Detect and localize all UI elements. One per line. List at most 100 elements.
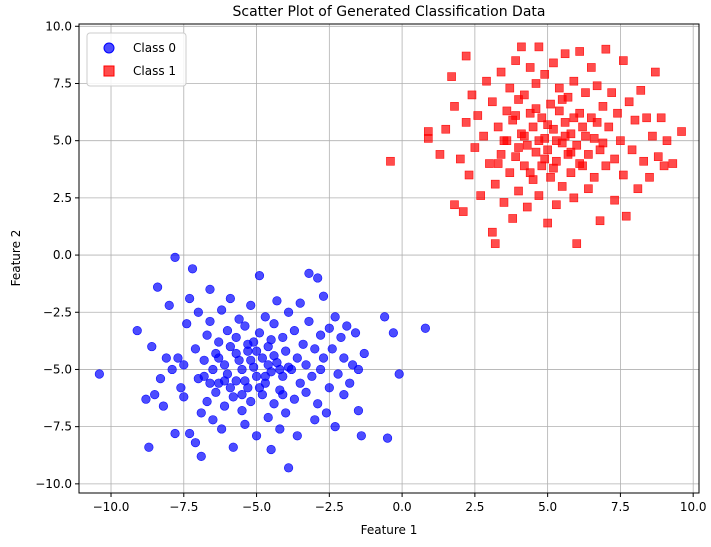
- data-point-class-0: [246, 396, 256, 407]
- data-point-class-0: [190, 344, 201, 354]
- data-point-class-0: [254, 328, 265, 338]
- data-point-class-0: [394, 369, 404, 379]
- data-point-class-1: [575, 47, 584, 56]
- data-point-class-1: [540, 70, 550, 79]
- chart-title: Scatter Plot of Generated Classification…: [233, 4, 546, 20]
- data-point-class-0: [295, 298, 305, 308]
- data-point-class-1: [514, 143, 523, 152]
- data-point-class-0: [350, 328, 361, 338]
- data-point-class-0: [292, 431, 302, 441]
- data-point-class-1: [543, 120, 552, 129]
- data-point-class-1: [502, 106, 512, 116]
- data-point-class-1: [499, 136, 509, 145]
- data-point-class-1: [549, 163, 558, 173]
- y-tick-label: −10.0: [35, 477, 72, 491]
- data-point-class-0: [269, 319, 279, 329]
- data-point-class-1: [645, 172, 654, 182]
- data-point-class-1: [584, 150, 593, 159]
- data-point-class-1: [601, 161, 611, 171]
- data-point-class-1: [531, 79, 541, 88]
- data-point-class-0: [330, 312, 340, 322]
- data-point-class-0: [187, 264, 198, 274]
- data-point-class-1: [560, 118, 570, 127]
- data-point-class-0: [313, 273, 323, 283]
- data-point-class-0: [269, 351, 279, 361]
- y-tick-label: 2.5: [53, 191, 72, 205]
- data-point-class-1: [496, 67, 506, 77]
- data-point-class-1: [607, 88, 616, 97]
- data-point-class-0: [307, 371, 317, 381]
- data-point-class-1: [450, 102, 459, 111]
- y-tick-label: 5.0: [53, 134, 72, 148]
- data-point-class-0: [318, 291, 329, 301]
- data-point-class-0: [179, 392, 189, 402]
- data-point-class-0: [289, 325, 299, 336]
- data-point-class-1: [592, 118, 602, 127]
- data-point-class-1: [624, 97, 634, 107]
- y-tick-label: 10.0: [45, 19, 72, 33]
- data-point-class-1: [549, 58, 558, 68]
- data-point-class-1: [520, 161, 529, 171]
- data-point-class-1: [651, 67, 660, 77]
- data-point-class-1: [488, 97, 497, 107]
- data-point-class-0: [324, 383, 334, 393]
- data-point-class-1: [464, 170, 474, 180]
- data-point-class-1: [589, 172, 599, 182]
- data-point-class-1: [517, 42, 526, 52]
- data-point-class-0: [298, 339, 308, 349]
- data-point-class-1: [630, 115, 640, 125]
- data-point-class-1: [435, 150, 445, 159]
- x-tick-label: −5.0: [242, 500, 271, 514]
- data-point-class-1: [587, 113, 596, 123]
- data-point-class-1: [566, 147, 576, 157]
- data-point-class-0: [164, 300, 174, 311]
- data-point-class-0: [205, 316, 215, 327]
- data-point-class-0: [251, 371, 262, 381]
- data-point-class-0: [141, 394, 151, 404]
- data-point-class-0: [263, 412, 273, 423]
- data-point-class-1: [581, 131, 590, 141]
- data-point-class-0: [281, 346, 291, 356]
- data-point-class-1: [511, 152, 520, 161]
- data-point-class-0: [147, 341, 157, 352]
- data-point-class-0: [345, 378, 355, 388]
- data-point-class-0: [132, 325, 142, 336]
- data-point-class-0: [152, 282, 163, 292]
- data-point-class-1: [537, 113, 547, 123]
- data-point-class-1: [467, 90, 477, 100]
- data-point-class-0: [388, 328, 398, 338]
- data-point-class-0: [315, 330, 326, 340]
- data-point-class-1: [557, 182, 567, 191]
- data-point-class-1: [569, 193, 579, 203]
- data-point-class-1: [581, 88, 590, 97]
- data-point-class-1: [531, 147, 541, 157]
- data-point-class-1: [441, 124, 451, 134]
- data-point-class-0: [336, 332, 346, 343]
- data-point-class-0: [231, 332, 241, 343]
- data-point-class-0: [214, 337, 224, 347]
- data-point-class-1: [648, 131, 657, 141]
- y-axis-label: Feature 2: [9, 230, 23, 287]
- data-point-class-0: [219, 401, 230, 411]
- data-point-class-1: [534, 191, 544, 200]
- data-point-class-0: [144, 442, 154, 452]
- data-point-class-1: [534, 136, 544, 145]
- legend: Class 0 Class 1: [86, 32, 187, 87]
- y-tick-label: 0.0: [53, 248, 72, 262]
- data-point-class-1: [543, 145, 552, 155]
- data-point-class-0: [353, 406, 364, 416]
- data-point-class-1: [473, 111, 483, 120]
- data-point-class-1: [566, 168, 576, 178]
- data-point-class-0: [185, 293, 195, 304]
- data-point-class-0: [275, 364, 285, 375]
- grid: [79, 24, 699, 493]
- data-point-class-0: [179, 360, 189, 370]
- data-point-class-1: [656, 113, 666, 123]
- data-point-class-1: [569, 76, 579, 86]
- data-point-class-0: [94, 369, 104, 379]
- data-point-class-0: [202, 396, 212, 407]
- data-point-class-0: [167, 364, 177, 375]
- data-point-class-0: [199, 371, 209, 381]
- data-point-class-1: [534, 42, 544, 52]
- axis-ticks: −10.0 −7.5 −5.0 −2.5 0.0 2.5 5.0 7.5 10.0 −10.0 −7…: [35, 19, 706, 514]
